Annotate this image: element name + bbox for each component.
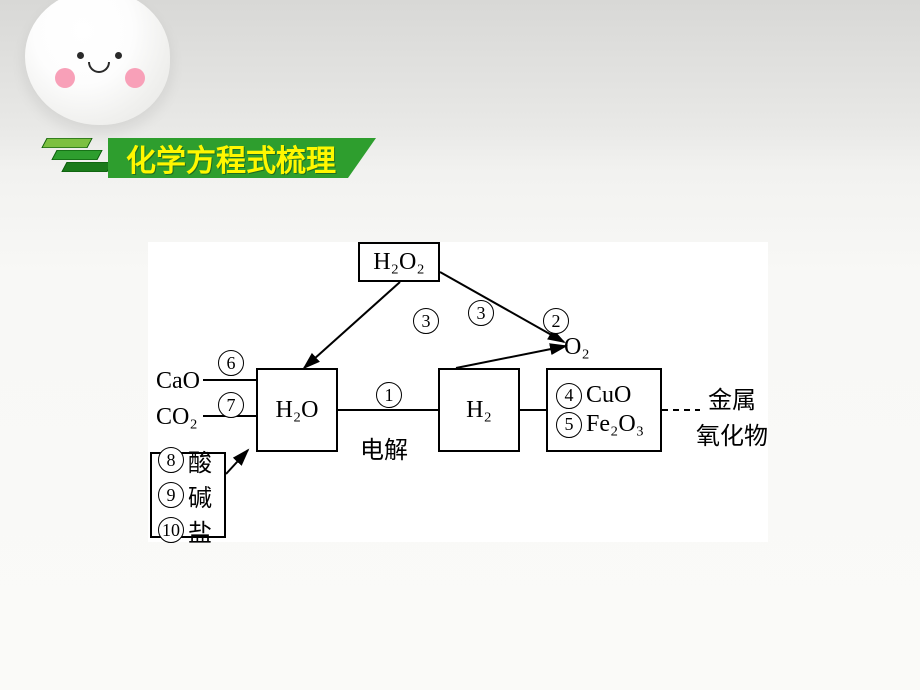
abs-row-2: 9 碱	[158, 478, 212, 513]
circled-4: 4	[556, 383, 582, 409]
banner-bar: 化学方程式梳理	[108, 138, 376, 178]
circled-3a: 3	[413, 308, 439, 334]
mascot-cheek-right	[125, 68, 145, 88]
mascot-eye-left	[77, 52, 84, 59]
mascot-cheek-left	[55, 68, 75, 88]
label-cao: CaO	[156, 368, 200, 395]
oxide-row-1: 4 CuO	[556, 382, 631, 409]
box-acid-base-salt: 8 酸 9 碱 10 盐	[150, 452, 226, 538]
box-metal-oxides: 4 CuO 5 Fe₂O₃	[546, 368, 662, 452]
formula-h2o2: H₂O₂	[373, 249, 424, 276]
circled-9: 9	[158, 482, 184, 508]
label-base: 碱	[188, 478, 212, 513]
box-h2o2: H₂O₂	[358, 242, 440, 282]
formula-fe2o3: Fe₂O₃	[586, 411, 644, 438]
formula-cuo: CuO	[586, 382, 631, 409]
mascot-blob	[25, 0, 170, 125]
label-oxide: 氧化物	[696, 416, 768, 451]
oxide-row-2: 5 Fe₂O₃	[556, 411, 644, 438]
circled-5: 5	[556, 412, 582, 438]
abs-row-3: 10 盐	[158, 513, 212, 548]
banner-title: 化学方程式梳理	[126, 136, 336, 180]
abs-row-1: 8 酸	[158, 443, 212, 478]
circled-8: 8	[158, 447, 184, 473]
label-co2: CO₂	[156, 404, 198, 431]
box-h2o: H₂O	[256, 368, 338, 452]
formula-h2o: H₂O	[275, 397, 318, 424]
label-electrolysis: 电解	[360, 430, 408, 465]
circled-10: 10	[158, 517, 184, 543]
circled-6: 6	[218, 350, 244, 376]
circled-1: 1	[376, 382, 402, 408]
circled-3b: 3	[468, 300, 494, 326]
label-salt: 盐	[188, 513, 212, 548]
mascot-eye-right	[115, 52, 122, 59]
flowchart: H₂O₂ H₂O H₂ 4 CuO 5 Fe₂O₃ 8 酸 9 碱 10 盐 O…	[148, 242, 768, 542]
formula-h2: H₂	[466, 397, 492, 424]
box-h2: H₂	[438, 368, 520, 452]
circled-7: 7	[218, 392, 244, 418]
label-o2: O₂	[564, 334, 590, 361]
label-acid: 酸	[188, 443, 212, 478]
circled-2: 2	[543, 308, 569, 334]
mascot-mouth	[88, 62, 110, 73]
label-metal: 金属	[708, 380, 756, 415]
